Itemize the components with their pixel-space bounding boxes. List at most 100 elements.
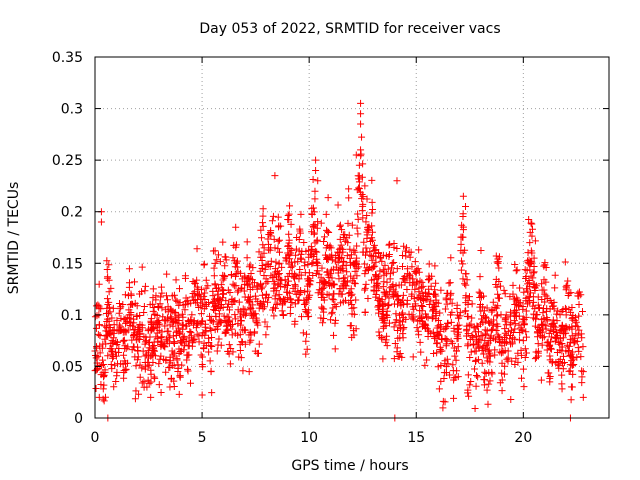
data-point bbox=[359, 248, 367, 256]
data-point bbox=[405, 248, 413, 256]
data-point bbox=[552, 329, 560, 337]
data-point bbox=[99, 356, 107, 364]
data-point bbox=[419, 282, 427, 290]
data-point bbox=[269, 212, 277, 220]
data-point bbox=[141, 287, 149, 295]
data-point bbox=[377, 253, 385, 261]
data-point bbox=[155, 360, 163, 368]
data-point bbox=[274, 213, 282, 221]
data-point bbox=[556, 346, 564, 354]
data-point bbox=[194, 291, 202, 299]
data-point bbox=[170, 338, 178, 346]
data-point bbox=[568, 353, 576, 361]
data-point bbox=[450, 344, 458, 352]
data-point bbox=[307, 251, 315, 259]
data-point bbox=[405, 310, 413, 318]
data-point bbox=[297, 254, 305, 262]
data-point bbox=[169, 351, 177, 359]
data-point bbox=[155, 317, 163, 325]
data-point bbox=[208, 334, 216, 342]
data-point bbox=[198, 391, 206, 399]
data-point bbox=[444, 319, 452, 327]
data-point bbox=[375, 328, 383, 336]
data-point bbox=[399, 309, 407, 317]
data-point bbox=[541, 259, 549, 267]
data-point bbox=[236, 331, 244, 339]
data-point bbox=[519, 305, 527, 313]
data-point bbox=[218, 301, 226, 309]
data-point bbox=[339, 231, 347, 239]
data-point bbox=[459, 233, 467, 241]
data-point bbox=[152, 333, 160, 341]
data-point bbox=[157, 389, 165, 397]
data-point bbox=[462, 270, 470, 278]
data-point bbox=[443, 300, 451, 308]
data-point bbox=[436, 346, 444, 354]
data-point bbox=[209, 318, 217, 326]
data-point bbox=[140, 383, 148, 391]
data-point bbox=[304, 313, 312, 321]
data-point bbox=[572, 330, 580, 338]
data-point bbox=[305, 269, 313, 277]
data-point bbox=[162, 317, 170, 325]
data-point bbox=[550, 298, 558, 306]
data-point bbox=[575, 326, 583, 334]
data-point bbox=[297, 286, 305, 294]
data-point bbox=[341, 237, 349, 245]
data-point bbox=[558, 385, 566, 393]
data-point bbox=[357, 120, 365, 128]
data-point bbox=[474, 323, 482, 331]
data-point bbox=[547, 345, 555, 353]
data-point bbox=[245, 274, 253, 282]
x-tick-label: 5 bbox=[198, 430, 207, 446]
data-point bbox=[539, 309, 547, 317]
data-point bbox=[506, 312, 514, 320]
data-point bbox=[524, 249, 532, 257]
data-point bbox=[312, 247, 320, 255]
data-point bbox=[434, 299, 442, 307]
data-point bbox=[393, 177, 401, 185]
data-point bbox=[314, 177, 322, 185]
data-point bbox=[175, 324, 183, 332]
data-point bbox=[339, 257, 347, 265]
data-point bbox=[479, 303, 487, 311]
data-point bbox=[579, 343, 587, 351]
data-point bbox=[291, 282, 299, 290]
data-point bbox=[181, 272, 189, 280]
data-point bbox=[357, 110, 365, 118]
data-point bbox=[378, 257, 386, 265]
data-point bbox=[195, 332, 203, 340]
data-point bbox=[457, 266, 465, 274]
data-point bbox=[225, 313, 233, 321]
data-point bbox=[488, 307, 496, 315]
data-point bbox=[523, 333, 531, 341]
data-point bbox=[411, 285, 419, 293]
data-point bbox=[468, 314, 476, 322]
data-point bbox=[231, 315, 239, 323]
data-point bbox=[370, 263, 378, 271]
data-point bbox=[110, 383, 118, 391]
data-point bbox=[386, 284, 394, 292]
data-point bbox=[408, 314, 416, 322]
data-point bbox=[144, 347, 152, 355]
data-point bbox=[232, 223, 240, 231]
data-point bbox=[335, 245, 343, 253]
data-point bbox=[453, 330, 461, 338]
data-point bbox=[103, 309, 111, 317]
data-point bbox=[417, 301, 425, 309]
data-point bbox=[410, 295, 418, 303]
data-point bbox=[374, 309, 382, 317]
data-point bbox=[212, 313, 220, 321]
data-point bbox=[329, 304, 337, 312]
data-point bbox=[161, 340, 169, 348]
data-point bbox=[350, 310, 358, 318]
data-point bbox=[263, 323, 271, 331]
data-point bbox=[243, 254, 251, 262]
data-point bbox=[529, 314, 537, 322]
data-point bbox=[390, 355, 398, 363]
data-point bbox=[303, 330, 311, 338]
data-point bbox=[412, 268, 420, 276]
data-point bbox=[545, 329, 553, 337]
data-point bbox=[176, 285, 184, 293]
data-point bbox=[520, 321, 528, 329]
